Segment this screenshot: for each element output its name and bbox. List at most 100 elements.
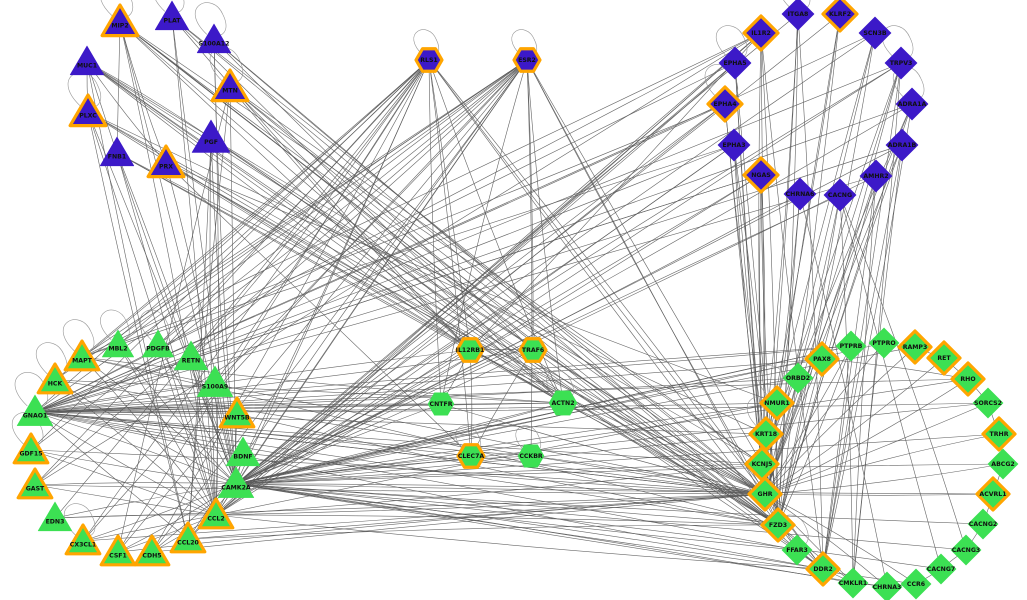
- graph-node[interactable]: [748, 416, 784, 452]
- graph-node[interactable]: [950, 361, 986, 397]
- graph-edge: [165, 162, 237, 485]
- graph-node[interactable]: [950, 534, 982, 566]
- graph-edge: [235, 455, 532, 485]
- graph-edge: [235, 193, 801, 485]
- graph-edge: [34, 345, 852, 413]
- graph-node[interactable]: [975, 476, 1011, 512]
- graph-node[interactable]: [548, 390, 578, 416]
- graph-edge: [839, 194, 942, 570]
- graph-node[interactable]: [759, 385, 795, 421]
- graph-edge: [54, 59, 430, 381]
- self-loop-edge: [140, 309, 170, 341]
- graph-node[interactable]: [100, 3, 140, 38]
- graph-edge: [214, 59, 528, 384]
- graph-node[interactable]: [718, 46, 752, 80]
- graph-node[interactable]: [414, 47, 444, 73]
- graph-node[interactable]: [821, 0, 859, 33]
- graph-edge: [235, 483, 888, 588]
- graph-node[interactable]: [218, 396, 256, 429]
- graph-node[interactable]: [804, 341, 840, 377]
- graph-node[interactable]: [925, 553, 957, 585]
- graph-node[interactable]: [742, 14, 780, 52]
- graph-edge: [82, 483, 237, 542]
- graph-node[interactable]: [191, 119, 231, 153]
- graph-node[interactable]: [837, 567, 869, 599]
- graph-edge: [119, 21, 237, 485]
- graph-node[interactable]: [858, 16, 892, 50]
- graph-node[interactable]: [456, 443, 486, 469]
- graph-node[interactable]: [835, 330, 867, 362]
- graph-edge: [34, 32, 762, 413]
- graph-node[interactable]: [455, 337, 485, 363]
- graph-node[interactable]: [747, 476, 783, 512]
- graph-node[interactable]: [154, 0, 190, 31]
- graph-node[interactable]: [900, 568, 932, 600]
- graph-edge: [821, 358, 969, 380]
- graph-node[interactable]: [68, 93, 108, 128]
- graph-node[interactable]: [133, 534, 171, 567]
- graph-node[interactable]: [169, 521, 207, 554]
- graph-node[interactable]: [64, 523, 102, 556]
- graph-edge: [470, 455, 766, 495]
- self-loop-edge: [892, 66, 925, 100]
- graph-node[interactable]: [517, 444, 545, 468]
- graph-node[interactable]: [781, 534, 813, 566]
- graph-node[interactable]: [967, 508, 999, 540]
- graph-edge: [777, 13, 841, 526]
- graph-node[interactable]: [196, 23, 232, 54]
- graph-node[interactable]: [926, 340, 962, 376]
- graph-edge: [86, 61, 212, 139]
- graph-node[interactable]: [871, 571, 903, 600]
- graph-edge: [119, 21, 763, 465]
- graph-node[interactable]: [717, 128, 751, 162]
- graph-node[interactable]: [859, 159, 893, 193]
- graph-node[interactable]: [981, 416, 1017, 452]
- graph-node[interactable]: [972, 387, 1004, 419]
- graph-node[interactable]: [427, 392, 455, 416]
- graph-node[interactable]: [897, 329, 933, 365]
- graph-node[interactable]: [760, 507, 796, 543]
- graph-node[interactable]: [217, 466, 255, 498]
- graph-node[interactable]: [706, 85, 744, 123]
- graph-edge: [764, 358, 823, 495]
- graph-node[interactable]: [782, 362, 814, 394]
- graph-node[interactable]: [99, 136, 135, 167]
- graph-node[interactable]: [197, 497, 235, 530]
- graph-node[interactable]: [210, 68, 250, 103]
- graph-node[interactable]: [895, 87, 929, 121]
- graph-edge: [190, 356, 217, 516]
- graph-node[interactable]: [196, 365, 234, 397]
- graph-node[interactable]: [512, 47, 542, 73]
- graph-node[interactable]: [518, 337, 548, 363]
- graph-node[interactable]: [987, 448, 1019, 480]
- graph-node[interactable]: [16, 394, 54, 426]
- graph-node[interactable]: [69, 45, 105, 76]
- graph-node[interactable]: [884, 46, 918, 80]
- graph-node[interactable]: [141, 329, 175, 358]
- graph-node[interactable]: [805, 551, 841, 587]
- graph-edge: [116, 152, 564, 404]
- graph-node[interactable]: [823, 178, 857, 212]
- graph-edge: [87, 111, 766, 495]
- graph-node[interactable]: [783, 177, 817, 211]
- graph-edge: [34, 402, 778, 413]
- graph-node[interactable]: [146, 144, 186, 179]
- graph-node[interactable]: [781, 0, 815, 31]
- graph-node[interactable]: [742, 156, 780, 194]
- graph-edge: [777, 193, 801, 526]
- graph-edge: [764, 493, 854, 584]
- graph-node[interactable]: [16, 467, 54, 500]
- graph-node[interactable]: [36, 362, 74, 395]
- graph-node[interactable]: [868, 327, 900, 359]
- graph-node[interactable]: [63, 339, 101, 372]
- graph-node[interactable]: [99, 534, 137, 567]
- graph-node[interactable]: [12, 432, 50, 465]
- graph-node[interactable]: [173, 340, 209, 371]
- graph-edge: [119, 21, 534, 351]
- graph-node[interactable]: [37, 501, 73, 532]
- graph-edge: [235, 13, 799, 485]
- graph-node[interactable]: [885, 128, 919, 162]
- graph-node[interactable]: [101, 329, 135, 358]
- graph-node[interactable]: [225, 436, 261, 467]
- graph-edge: [213, 39, 766, 495]
